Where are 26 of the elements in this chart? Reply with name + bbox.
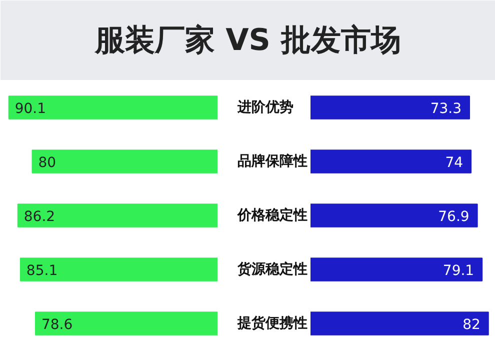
data-label: 76.9: [438, 209, 470, 225]
bar: [310, 204, 478, 228]
chart-title: 服装厂家 VS 批发市场: [94, 23, 401, 58]
y-tick-label: 品牌保障性: [238, 152, 308, 170]
data-label: 80: [38, 155, 56, 171]
bar: [32, 150, 218, 174]
y-tick-label: 货源稳定性: [236, 260, 308, 278]
data-label: 78.6: [41, 317, 73, 333]
bar: [8, 96, 218, 120]
bar: [310, 150, 472, 174]
data-label: 74: [445, 155, 464, 171]
data-label: 73.3: [430, 101, 462, 117]
data-label: 86.2: [24, 209, 56, 225]
bar: [310, 312, 489, 336]
data-label: 82: [462, 317, 480, 333]
bar: [17, 204, 218, 228]
data-label: 79.1: [442, 263, 474, 279]
bar: [310, 96, 470, 120]
data-label: 90.1: [14, 101, 46, 117]
y-tick-label: 提货便携性: [236, 314, 308, 332]
data-label: 85.1: [26, 263, 58, 279]
bar: [310, 258, 483, 282]
bar: [20, 258, 218, 282]
bar: [34, 312, 218, 336]
y-tick-label: 价格稳定性: [236, 206, 308, 224]
y-tick-label: 进阶优势: [236, 100, 294, 116]
